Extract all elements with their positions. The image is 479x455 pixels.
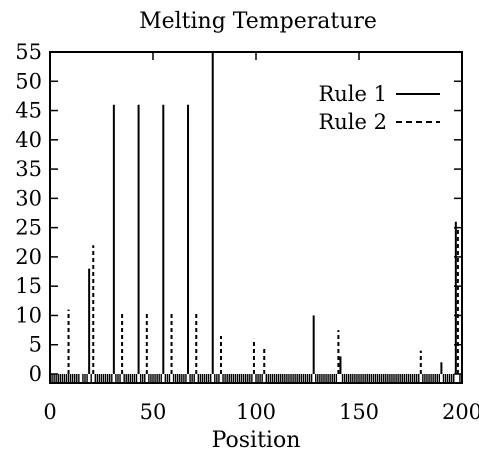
y-tick-label: 25 xyxy=(15,216,42,240)
plot-area xyxy=(51,52,461,383)
x-axis-label: Position xyxy=(212,428,301,453)
y-tick-label: 55 xyxy=(15,40,42,64)
y-tick-label: 0 xyxy=(29,362,42,386)
x-tick-label: 100 xyxy=(236,400,276,424)
y-tick-label: 30 xyxy=(15,186,42,210)
y-tick-label: 10 xyxy=(15,303,42,327)
axis-ticks: 0 5 10 15 20 25 30 35 40 45 50 55 0 50 100 150 200 xyxy=(15,40,479,424)
x-tick-label: 150 xyxy=(339,400,379,424)
y-tick-label: 35 xyxy=(15,157,42,181)
legend-label: Rule 1 xyxy=(318,82,387,106)
x-tick-label: 50 xyxy=(140,400,167,424)
legend: Rule 1 Rule 2 xyxy=(318,82,440,134)
y-tick-label: 40 xyxy=(15,128,42,152)
legend-label: Rule 2 xyxy=(318,110,387,134)
y-tick-label: 15 xyxy=(15,274,42,298)
chart-title: Melting Temperature xyxy=(139,9,377,34)
y-tick-label: 45 xyxy=(15,99,42,123)
x-tick-label: 200 xyxy=(442,400,479,424)
y-tick-label: 5 xyxy=(29,333,42,357)
y-tick-label: 20 xyxy=(15,245,42,269)
x-tick-label: 0 xyxy=(43,400,56,424)
plot-frame xyxy=(49,51,463,384)
y-tick-label: 50 xyxy=(15,69,42,93)
